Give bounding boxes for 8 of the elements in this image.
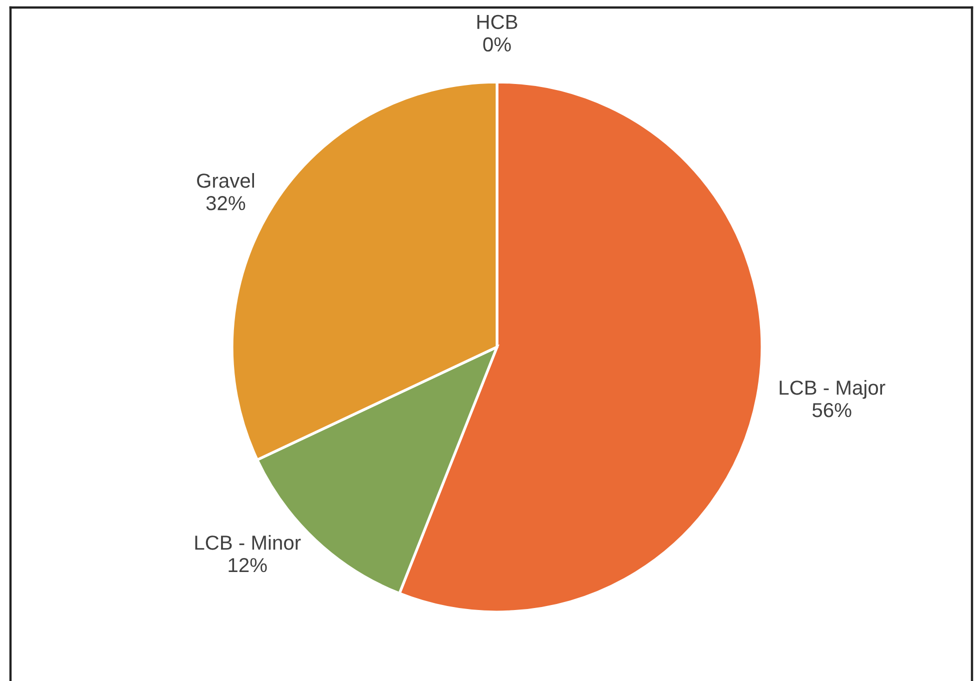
category-label: HCB <box>477 14 518 30</box>
text: 0% <box>483 37 511 52</box>
slice-label: LCB - Minor <box>195 535 301 550</box>
data-label: 12% <box>228 558 267 572</box>
data-label: 32% <box>206 196 246 210</box>
slice-label: LCB - Major <box>780 380 886 399</box>
slice-label: Gravel <box>197 173 254 188</box>
data-label: 56% <box>812 402 852 418</box>
